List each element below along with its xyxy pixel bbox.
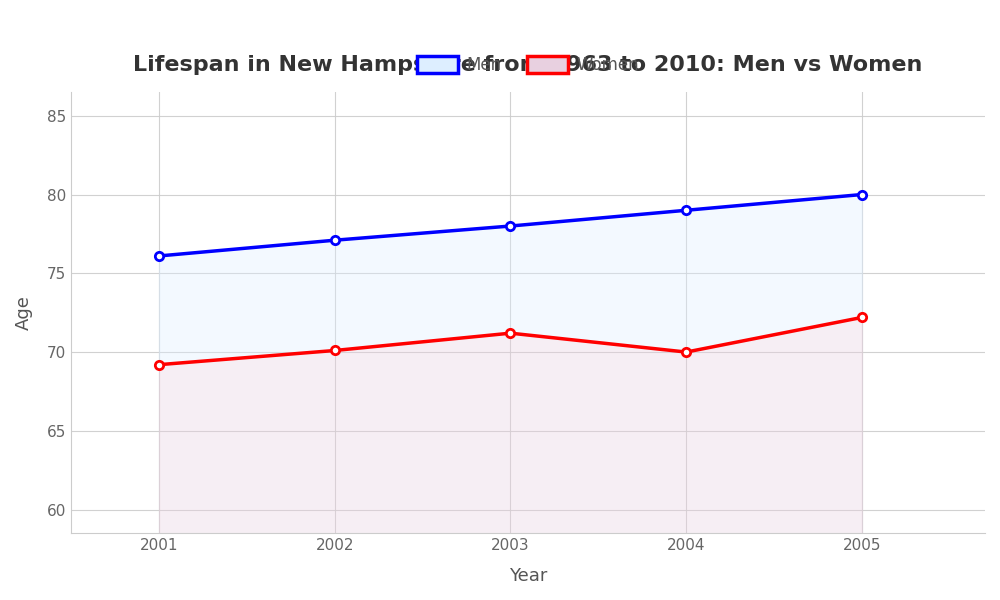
Y-axis label: Age: Age [15, 295, 33, 330]
X-axis label: Year: Year [509, 567, 547, 585]
Title: Lifespan in New Hampshire from 1963 to 2010: Men vs Women: Lifespan in New Hampshire from 1963 to 2… [133, 55, 923, 75]
Legend: Men, Women: Men, Women [408, 47, 648, 82]
